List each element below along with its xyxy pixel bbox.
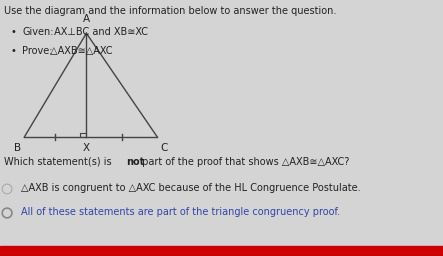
Text: part of the proof that shows △AXB≅△AXC?: part of the proof that shows △AXB≅△AXC?: [139, 157, 349, 167]
Text: Which statement(s) is: Which statement(s) is: [4, 157, 115, 167]
Text: •: •: [11, 46, 20, 56]
Text: •: •: [11, 27, 20, 37]
Text: Given:: Given:: [22, 27, 54, 37]
Text: △AXB≅△AXC: △AXB≅△AXC: [47, 46, 112, 56]
Text: All of these statements are part of the triangle congruency proof.: All of these statements are part of the …: [21, 207, 340, 217]
Text: △AXB is congruent to △AXC because of the HL Congruence Postulate.: △AXB is congruent to △AXC because of the…: [21, 183, 361, 193]
Text: B: B: [14, 143, 21, 153]
Text: A: A: [83, 14, 90, 24]
Text: C: C: [160, 143, 167, 153]
Bar: [0, 246, 443, 256]
Text: Prove:: Prove:: [22, 46, 53, 56]
Text: X: X: [83, 143, 90, 153]
Text: Use the diagram and the information below to answer the question.: Use the diagram and the information belo…: [4, 6, 337, 16]
Text: not: not: [126, 157, 144, 167]
Text: AX⊥BC and XB≅XC: AX⊥BC and XB≅XC: [51, 27, 148, 37]
